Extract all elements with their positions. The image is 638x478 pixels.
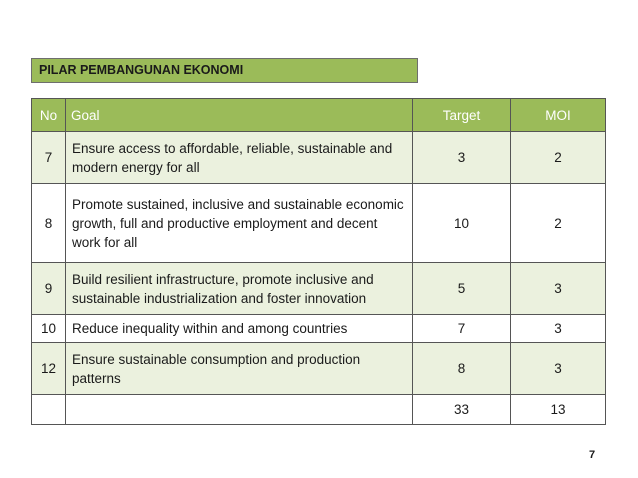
row-goal: Reduce inequality within and among count… [65, 314, 413, 343]
row-moi: 2 [510, 131, 606, 184]
row-no: 10 [31, 314, 66, 343]
table-row: 7 Ensure access to affordable, reliable,… [31, 131, 606, 184]
header-goal: Goal [65, 98, 413, 132]
row-target: 7 [412, 314, 511, 343]
table-row: 12 Ensure sustainable consumption and pr… [31, 342, 606, 395]
totals-no [31, 394, 66, 425]
totals-row: 33 13 [31, 394, 606, 425]
row-moi: 2 [510, 183, 606, 263]
row-no: 9 [31, 262, 66, 315]
row-goal: Ensure access to affordable, reliable, s… [65, 131, 413, 184]
header-no: No [31, 98, 66, 132]
goals-table: No Goal Target MOI 7 Ensure access to af… [31, 98, 606, 425]
header-moi: MOI [510, 98, 606, 132]
table-row: 10 Reduce inequality within and among co… [31, 314, 606, 343]
totals-goal [65, 394, 413, 425]
totals-target: 33 [412, 394, 511, 425]
row-target: 10 [412, 183, 511, 263]
table-row: 8 Promote sustained, inclusive and susta… [31, 183, 606, 263]
row-moi: 3 [510, 262, 606, 315]
row-goal: Promote sustained, inclusive and sustain… [65, 183, 413, 263]
row-target: 3 [412, 131, 511, 184]
row-no: 8 [31, 183, 66, 263]
row-no: 12 [31, 342, 66, 395]
totals-moi: 13 [510, 394, 606, 425]
row-goal: Ensure sustainable consumption and produ… [65, 342, 413, 395]
pillar-title: PILAR PEMBANGUNAN EKONOMI [31, 58, 418, 83]
table-header-row: No Goal Target MOI [31, 98, 606, 132]
row-goal: Build resilient infrastructure, promote … [65, 262, 413, 315]
page-number: 7 [589, 449, 596, 461]
row-target: 8 [412, 342, 511, 395]
table-row: 9 Build resilient infrastructure, promot… [31, 262, 606, 315]
row-moi: 3 [510, 342, 606, 395]
header-target: Target [412, 98, 511, 132]
row-moi: 3 [510, 314, 606, 343]
row-no: 7 [31, 131, 66, 184]
row-target: 5 [412, 262, 511, 315]
